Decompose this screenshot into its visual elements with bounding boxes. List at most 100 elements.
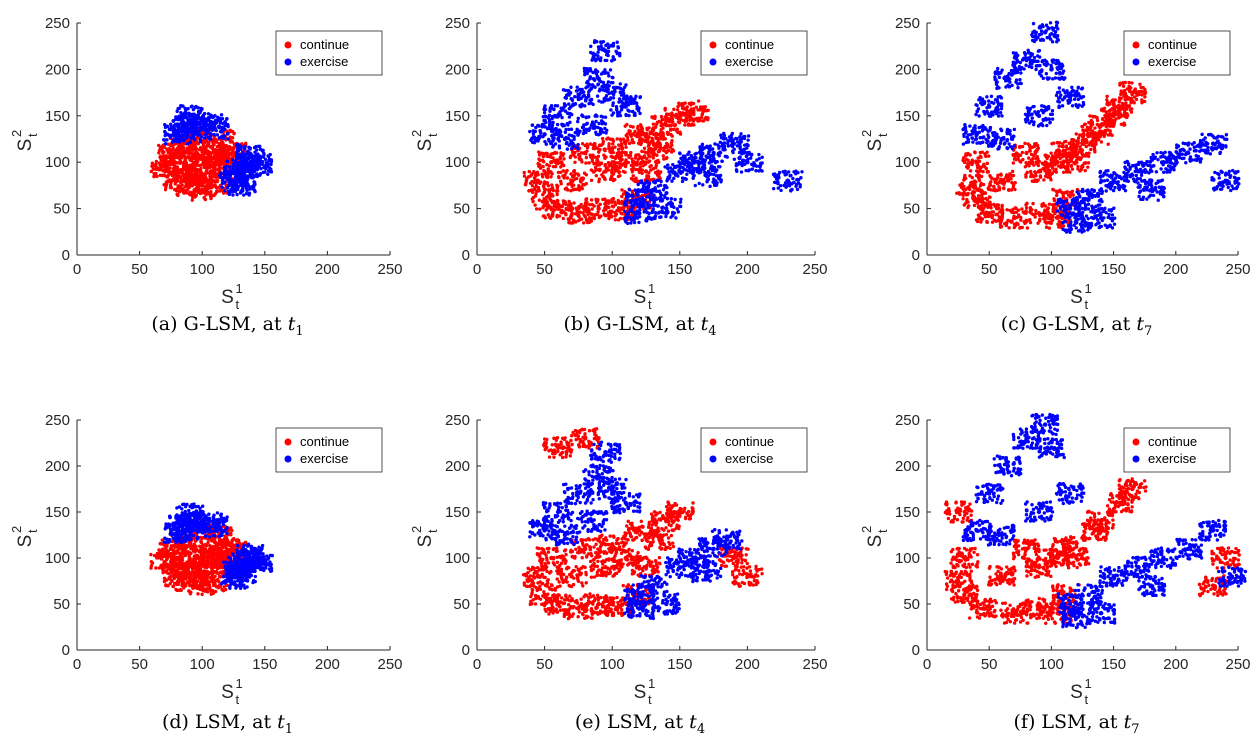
scatter-point (168, 166, 172, 170)
panel-caption: (b) G-LSM, at t4 (563, 313, 716, 339)
scatter-point (752, 164, 756, 168)
scatter-point (606, 46, 611, 50)
scatter-point (646, 150, 650, 154)
scatter-point (604, 43, 608, 48)
scatter-point (675, 207, 680, 211)
scatter-point (578, 87, 582, 92)
scatter-point (258, 144, 262, 149)
scatter-point (548, 196, 552, 201)
scatter-point (685, 172, 689, 176)
scatter-point (598, 132, 602, 136)
scatter-point (177, 152, 182, 157)
scatter-point (174, 132, 179, 137)
scatter-point (602, 175, 606, 179)
scatter-point (638, 204, 643, 208)
scatter-point (1052, 197, 1056, 201)
scatter-point (239, 147, 243, 151)
scatter-point (638, 95, 642, 100)
scatter-point (209, 196, 213, 201)
scatter-point (544, 175, 549, 179)
scatter-point (201, 123, 206, 127)
scatter-point (684, 116, 688, 121)
scatter-point (649, 168, 653, 172)
scatter-point (201, 153, 205, 157)
scatter-point (623, 85, 627, 89)
scatter-point (157, 151, 161, 155)
scatter-point (1056, 222, 1060, 227)
scatter-point (745, 160, 750, 165)
scatter-point (621, 88, 626, 93)
scatter-point (631, 125, 635, 129)
scatter-point (177, 190, 182, 194)
scatter-point (230, 129, 235, 134)
scatter-point (613, 169, 617, 173)
scatter-point (586, 93, 591, 97)
scatter-point (570, 211, 574, 216)
scatter-point (198, 129, 202, 133)
scatter-point (630, 210, 635, 214)
scatter-point (611, 55, 615, 59)
scatter-point (692, 123, 696, 127)
scatter-point (171, 119, 176, 123)
scatter-point (185, 164, 189, 169)
scatter-point (613, 218, 618, 222)
scatter-point (701, 108, 706, 112)
scatter-point (550, 130, 554, 134)
scatter-point (713, 159, 717, 163)
scatter-point (566, 92, 570, 96)
scatter-point (732, 147, 736, 151)
scatter-point (681, 107, 686, 111)
scatter-point (150, 164, 154, 168)
scatter-point (616, 208, 622, 213)
scatter-point (672, 176, 676, 181)
scatter-point (680, 170, 685, 174)
scatter-point (240, 183, 245, 188)
scatter-point (708, 166, 713, 171)
scatter-point (629, 221, 633, 225)
scatter-point (661, 154, 665, 158)
scatter-point (616, 147, 621, 152)
scatter-point (636, 106, 640, 111)
scatter-point (737, 156, 741, 160)
scatter-point (596, 125, 600, 130)
scatter-point (995, 206, 1000, 211)
scatter-point (183, 191, 188, 195)
scatter-point (599, 56, 603, 60)
x-axis-label-sub: t (236, 297, 240, 312)
scatter-point (677, 168, 681, 172)
scatter-point (746, 134, 751, 138)
scatter-point (549, 141, 554, 145)
scatter-point (994, 219, 998, 223)
scatter-point (633, 188, 637, 192)
y-axis-label-sub: t (25, 133, 40, 137)
scatter-point (266, 172, 270, 176)
scatter-point (567, 102, 571, 106)
scatter-point (757, 156, 761, 161)
scatter-point (263, 157, 268, 162)
scatter-point (1044, 225, 1049, 229)
scatter-point (531, 135, 535, 139)
scatter-point (182, 173, 186, 177)
scatter-point (582, 221, 586, 225)
scatter-point (586, 144, 590, 148)
scatter-point (985, 219, 989, 224)
scatter-point (706, 108, 710, 113)
scatter-point (726, 141, 730, 146)
scatter-point (675, 108, 680, 112)
scatter-point (691, 108, 696, 114)
y-axis-label-group: S2 t (409, 130, 440, 152)
scatter-point (676, 210, 681, 214)
scatter-point (530, 184, 535, 188)
scatter-point (722, 131, 726, 136)
y-tick-label: 0 (462, 247, 470, 264)
scatter-point (635, 193, 639, 197)
scatter-point (250, 169, 255, 173)
scatter-point (597, 99, 601, 103)
scatter-point (993, 204, 997, 208)
scatter-point (645, 210, 650, 215)
scatter-point (1055, 215, 1060, 221)
scatter-point (527, 189, 531, 193)
scatter-point (220, 185, 224, 189)
scatter-point (222, 181, 226, 185)
